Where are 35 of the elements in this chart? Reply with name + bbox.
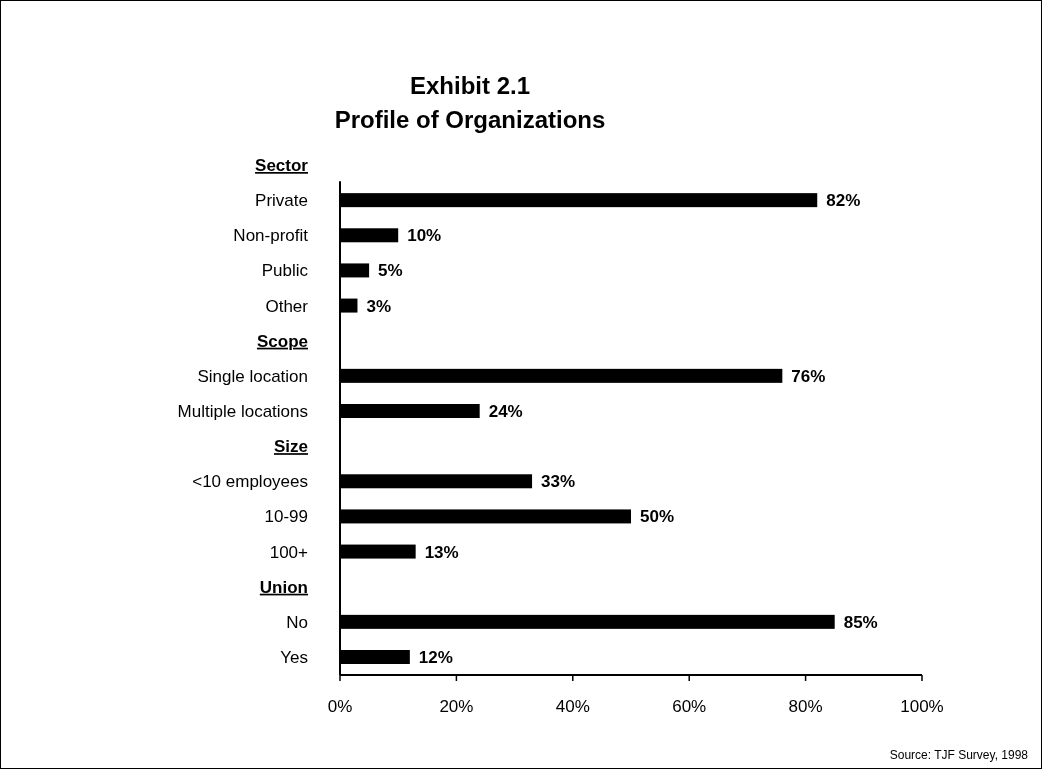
- y-tick-label: Scope: [256, 331, 308, 351]
- x-tick-label: 0%: [327, 697, 353, 716]
- x-tick-label: 40%: [555, 697, 590, 716]
- data-label: 13%: [424, 542, 459, 562]
- y-tick-label: Private: [255, 191, 308, 211]
- x-tick-label: 60%: [672, 697, 707, 716]
- chart-subtitle: Profile of Organizations: [334, 106, 606, 133]
- data-label: 12%: [418, 648, 453, 667]
- y-tick-label: Non-profit: [233, 226, 309, 246]
- y-tick-label: Multiple locations: [177, 402, 308, 421]
- y-tick-label: Size: [273, 437, 308, 457]
- x-tick-label: 20%: [439, 697, 474, 716]
- y-tick-label: No: [286, 612, 308, 632]
- data-label: 3%: [366, 296, 392, 316]
- data-label: 10%: [407, 226, 442, 246]
- data-label: 50%: [640, 507, 675, 527]
- y-tick-label: <10 employees: [192, 472, 308, 492]
- x-tick-label: 80%: [788, 697, 823, 716]
- data-label: 24%: [488, 402, 523, 421]
- chart-title: Exhibit 2.1: [409, 72, 531, 99]
- data-label: 5%: [378, 261, 403, 281]
- data-label: 85%: [843, 612, 878, 632]
- y-tick-label: Yes: [280, 648, 308, 667]
- y-tick-label: Public: [261, 261, 309, 281]
- y-tick-label: Union: [259, 577, 308, 597]
- y-tick-label: Sector: [255, 156, 309, 175]
- data-label: 76%: [791, 366, 826, 386]
- y-tick-label: Other: [265, 296, 309, 316]
- data-label: 33%: [541, 472, 576, 492]
- data-label: 82%: [826, 191, 861, 211]
- y-tick-label: 100+: [269, 542, 309, 562]
- x-tick-label: 100%: [900, 697, 944, 716]
- y-tick-label: Single location: [197, 366, 308, 386]
- y-tick-label: 10-99: [264, 507, 308, 527]
- source-note: Source: TJF Survey, 1998: [889, 748, 1029, 762]
